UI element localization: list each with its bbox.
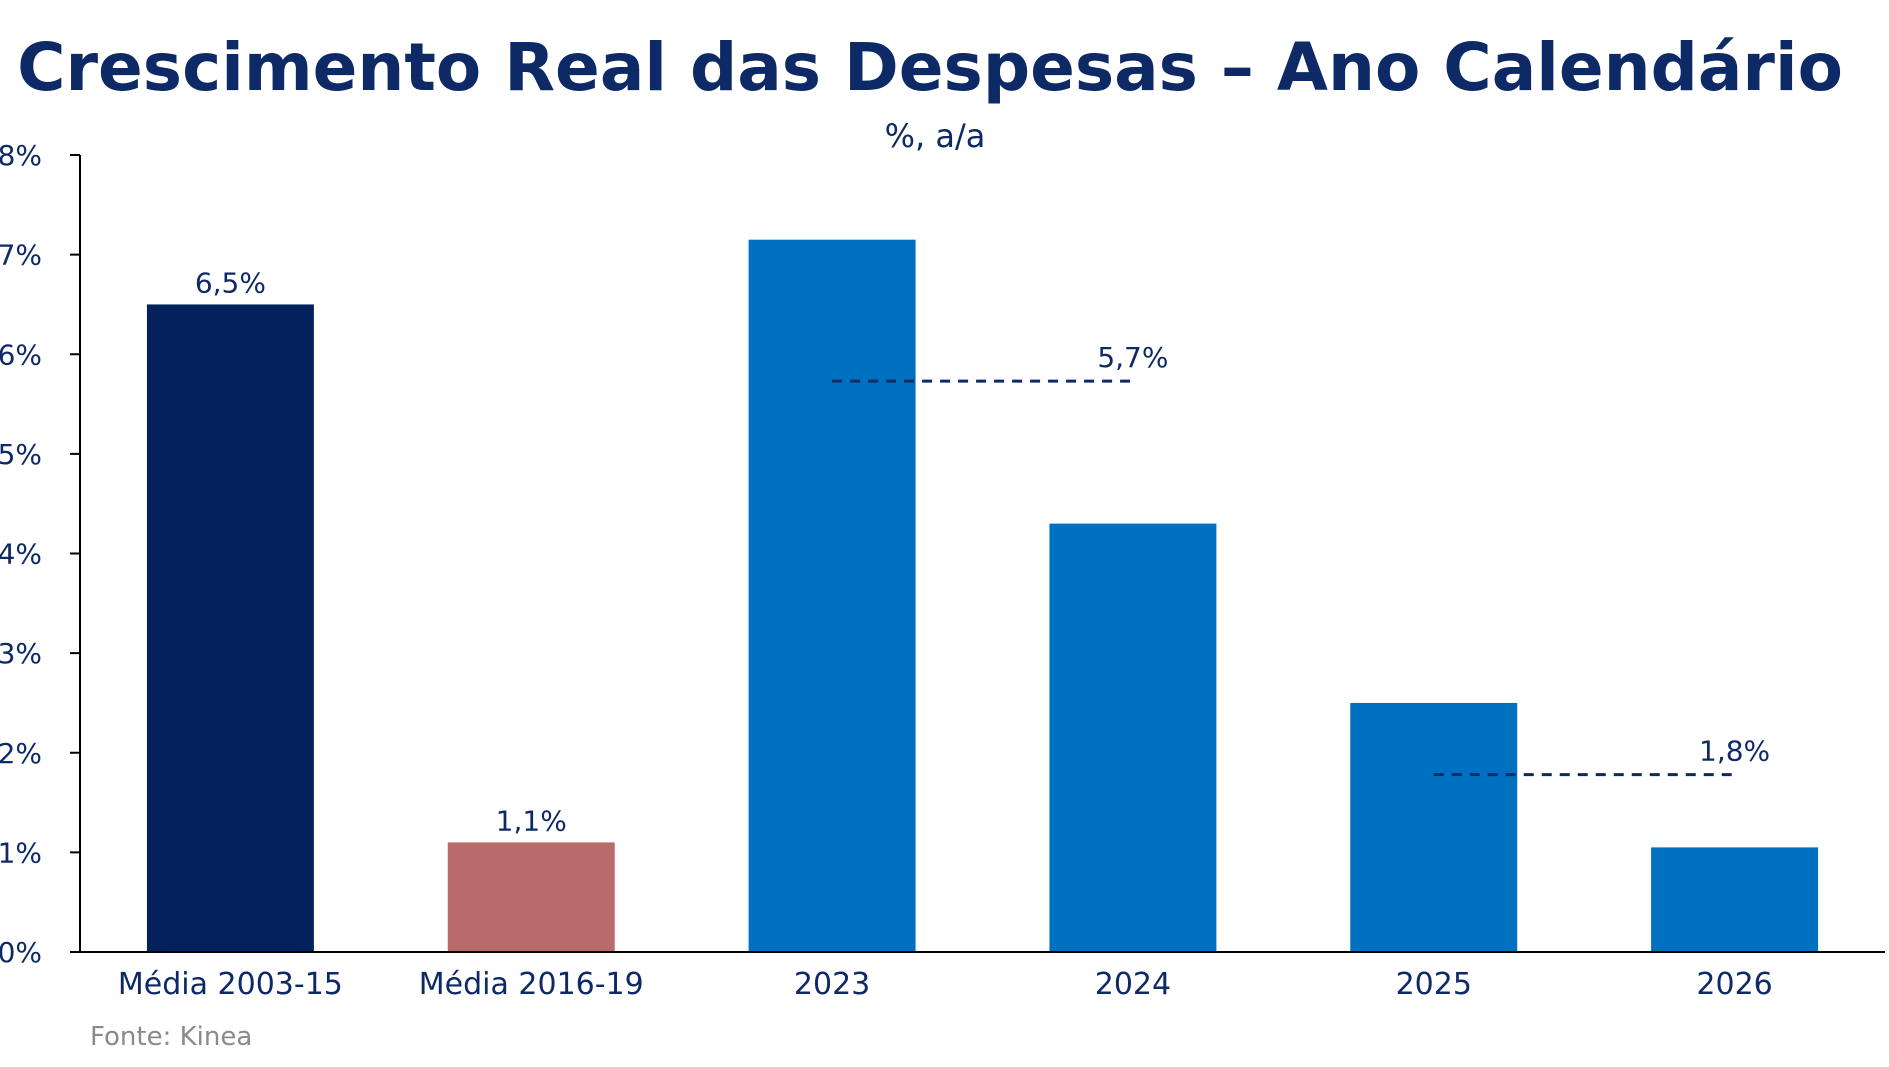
x-tick-label: 2026	[1696, 967, 1772, 1002]
x-tick-label: 2025	[1396, 967, 1472, 1002]
y-tick-label: 2%	[0, 737, 42, 770]
bar	[146, 304, 314, 952]
x-axis: Média 2003-15 Média 2016-19 2023 2024 2025 20…	[80, 951, 1885, 1002]
bar-data-label: 6,5%	[195, 266, 266, 299]
bar-data-label: 1,1%	[496, 804, 567, 837]
y-axis: 0% 1% 2% 3% 4% 5% 6% 7% 8%	[0, 139, 81, 969]
y-tick-label: 4%	[0, 538, 42, 571]
bar	[1049, 523, 1217, 952]
y-tick-label: 7%	[0, 239, 42, 272]
y-tick-label: 0%	[0, 936, 42, 969]
y-tick-label: 8%	[0, 139, 42, 172]
y-tick-label: 6%	[0, 338, 42, 371]
y-tick-label: 1%	[0, 836, 42, 869]
source-note: Fonte: Kinea	[90, 1022, 252, 1052]
x-tick-label: 2023	[794, 967, 870, 1002]
bars-group: 6,5% 1,1%	[146, 239, 1819, 952]
chart-title: Crescimento Real das Despesas – Ano Cale…	[17, 29, 1843, 106]
x-tick-label: Média 2016-19	[419, 967, 644, 1002]
y-tick-label: 5%	[0, 438, 42, 471]
average-label: 5,7%	[1097, 341, 1168, 374]
bar	[748, 239, 916, 952]
average-lines-group: 5,7% 1,8%	[832, 341, 1770, 777]
x-tick-label: Média 2003-15	[118, 967, 343, 1002]
bar	[447, 842, 615, 952]
bar	[1651, 847, 1819, 952]
bar	[1350, 702, 1518, 952]
y-tick-label: 3%	[0, 637, 42, 670]
average-label: 1,8%	[1699, 735, 1770, 768]
chart-subtitle: %, a/a	[885, 117, 986, 155]
x-tick-label: 2024	[1095, 967, 1171, 1002]
